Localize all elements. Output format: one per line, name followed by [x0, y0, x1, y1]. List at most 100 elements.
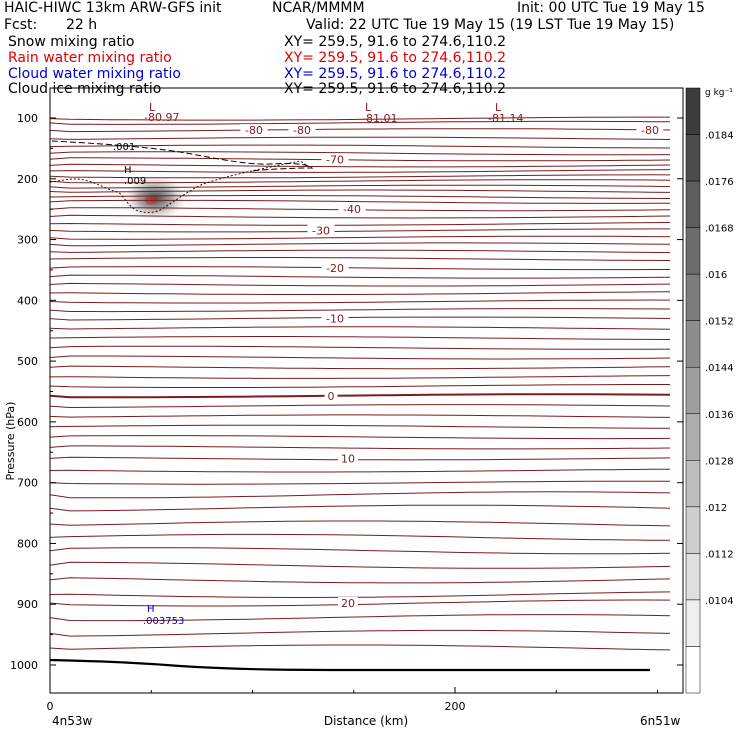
low-label: L	[149, 101, 156, 114]
x-right-endpoint: 6n51w	[640, 714, 681, 728]
field-name-cloud-water: Cloud water mixing ratio	[8, 66, 181, 82]
isotherm-line	[49, 468, 671, 473]
contour-label: -10	[326, 313, 344, 326]
snow-contour-label: .001	[113, 142, 135, 153]
isotherm-line	[49, 491, 671, 499]
valid-time: Valid: 22 UTC Tue 19 May 15 (19 LST Tue …	[306, 17, 675, 33]
isotherm-line	[49, 414, 671, 418]
isotherm-line	[49, 375, 671, 379]
isotherm-line	[49, 326, 671, 330]
high-label: H	[147, 604, 155, 615]
contour-label-bg	[324, 389, 338, 402]
fcst-value: 22 h	[66, 17, 98, 33]
contour-label: -80	[641, 124, 659, 137]
isotherm-line	[49, 235, 671, 240]
low-label: L	[495, 101, 502, 114]
isotherm-line	[49, 163, 671, 168]
colorbar-cell	[685, 180, 701, 228]
cloud-ice-contour	[49, 160, 309, 213]
field-xy-cloud-water: XY= 259.5, 91.6 to 274.6,110.2	[284, 66, 507, 82]
high-label: H	[124, 165, 132, 176]
contour-label-bg	[240, 124, 268, 137]
isotherm-line	[49, 249, 671, 254]
isotherm-line	[49, 316, 671, 321]
isotherm-line	[49, 599, 671, 607]
contour-label-bg	[321, 312, 349, 325]
y-axis-label: Pressure (hPa)	[4, 402, 17, 481]
contour-label: 20	[341, 597, 355, 610]
isotherm-line	[49, 445, 671, 450]
isotherm-line	[49, 456, 671, 461]
isotherm-line	[49, 336, 671, 340]
contour-label: -20	[326, 262, 344, 275]
isotherm-line	[49, 629, 671, 637]
colorbar-cell	[685, 599, 701, 647]
contour-label-bg	[338, 203, 366, 216]
colorbar-cell	[685, 646, 701, 694]
contour-label-bg	[321, 262, 349, 275]
high-value: .003753	[143, 616, 184, 627]
isotherm-line	[49, 504, 671, 512]
x-axis: 0 200	[47, 687, 658, 713]
low-value: -81.01	[362, 112, 397, 125]
isotherm-line	[49, 345, 671, 350]
high-value: .009	[124, 176, 146, 187]
contour-label-bg	[307, 224, 335, 237]
field-xy-rain: XY= 259.5, 91.6 to 274.6,110.2	[284, 50, 507, 66]
colorbar-tick-label: .0144	[705, 363, 734, 374]
y-tick-label: 700	[17, 477, 38, 490]
colorbar-tick-label: .0152	[705, 317, 734, 328]
colorbar-unit: g kg⁻¹	[705, 88, 733, 98]
isotherm-line	[49, 365, 671, 370]
contour-label: -80	[293, 124, 311, 137]
colorbar-cell	[685, 227, 701, 275]
isotherm-line	[49, 561, 671, 569]
low-label: L	[365, 101, 372, 114]
temperature-contours	[49, 116, 671, 651]
x-tick-label: 0	[47, 700, 54, 713]
plot-frame	[49, 87, 684, 694]
isotherm-line	[49, 144, 671, 149]
isotherm-line	[49, 577, 671, 584]
isotherm-line	[49, 228, 670, 233]
colorbar-cell	[685, 273, 701, 321]
colorbar-cell	[685, 413, 701, 461]
isotherm-line	[49, 384, 670, 388]
isotherm-line	[49, 282, 671, 287]
snow-contour-001	[51, 140, 314, 172]
isotherm-line	[49, 179, 671, 184]
y-tick-label: 500	[17, 355, 38, 368]
y-tick-label: 300	[17, 234, 38, 247]
isotherm-line	[49, 520, 671, 527]
contour-label-bg	[338, 597, 358, 610]
isotherm-line	[49, 151, 671, 156]
isotherm-line	[49, 120, 671, 125]
colorbar-tick-label: .012	[705, 503, 727, 514]
colorbar-tick-label: .0184	[705, 131, 734, 142]
x-left-endpoint: 4n53w	[52, 714, 93, 728]
isotherm-line	[49, 189, 671, 193]
org-label: NCAR/MMMM	[272, 0, 365, 16]
contour-label: 0	[328, 390, 335, 403]
field-xy-cloud-ice: XY= 259.5, 91.6 to 274.6,110.2	[284, 81, 507, 97]
isotherm-line	[49, 242, 671, 247]
colorbar-cell	[685, 460, 701, 508]
isotherm-line	[49, 614, 671, 622]
colorbar-tick-label: .0128	[705, 456, 734, 467]
isotherm-line	[49, 480, 670, 485]
temperature-contour-labels: -80 -80 -80 -70 -40 -30 -20 -10 0 10 20	[240, 124, 664, 610]
contour-label-bg	[288, 124, 316, 137]
fcst-label: Fcst:	[4, 17, 38, 33]
isotherm-line	[49, 174, 671, 179]
y-tick-label: 400	[17, 294, 38, 307]
x-axis-label: Distance (km)	[324, 714, 408, 728]
isotherm-line	[49, 157, 671, 162]
isotherm-line	[49, 355, 671, 360]
isotherm-line	[49, 195, 671, 199]
isotherm-line	[49, 257, 671, 261]
colorbar-tick-label: .0104	[705, 596, 734, 607]
contour-label: -30	[312, 224, 330, 237]
y-tick-label: 1000	[10, 659, 38, 672]
y-tick-label: 900	[17, 598, 38, 611]
